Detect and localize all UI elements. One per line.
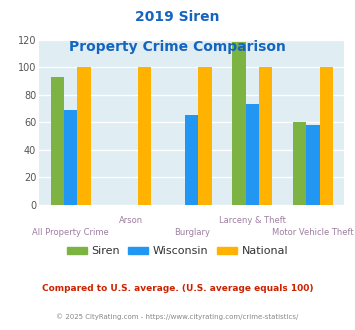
Text: © 2025 CityRating.com - https://www.cityrating.com/crime-statistics/: © 2025 CityRating.com - https://www.city… xyxy=(56,314,299,320)
Text: Property Crime Comparison: Property Crime Comparison xyxy=(69,40,286,53)
Text: Arson: Arson xyxy=(119,216,143,225)
Bar xyxy=(198,67,212,205)
Bar xyxy=(293,122,306,205)
Text: All Property Crime: All Property Crime xyxy=(32,228,109,237)
Bar xyxy=(306,125,320,205)
Bar xyxy=(64,110,77,205)
Bar xyxy=(77,67,91,205)
Bar xyxy=(246,104,259,205)
Bar xyxy=(320,67,333,205)
Bar xyxy=(50,77,64,205)
Bar xyxy=(185,115,198,205)
Bar xyxy=(259,67,272,205)
Text: Motor Vehicle Theft: Motor Vehicle Theft xyxy=(272,228,354,237)
Text: Burglary: Burglary xyxy=(174,228,210,237)
Text: Larceny & Theft: Larceny & Theft xyxy=(219,216,286,225)
Legend: Siren, Wisconsin, National: Siren, Wisconsin, National xyxy=(66,247,289,256)
Bar xyxy=(232,42,246,205)
Bar xyxy=(138,67,151,205)
Text: 2019 Siren: 2019 Siren xyxy=(135,10,220,24)
Text: Compared to U.S. average. (U.S. average equals 100): Compared to U.S. average. (U.S. average … xyxy=(42,284,313,293)
